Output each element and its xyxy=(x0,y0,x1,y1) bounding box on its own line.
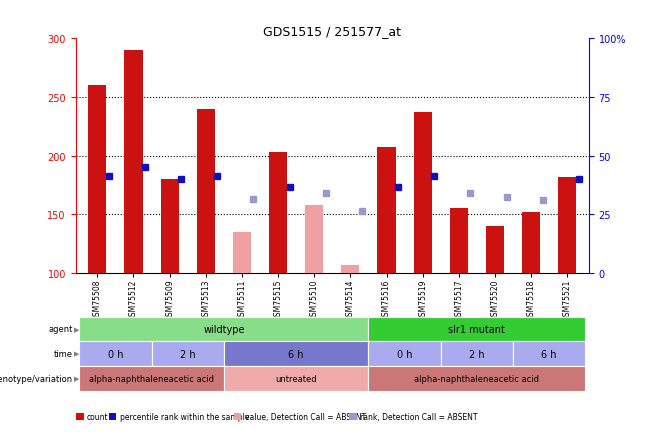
Bar xyxy=(233,232,251,273)
Text: 6 h: 6 h xyxy=(542,349,557,358)
Text: 0 h: 0 h xyxy=(108,349,123,358)
Text: 0 h: 0 h xyxy=(397,349,413,358)
Text: time: time xyxy=(53,349,72,358)
Text: slr1 mutant: slr1 mutant xyxy=(449,324,505,334)
Text: genotype/variation: genotype/variation xyxy=(0,374,72,383)
Text: ▶: ▶ xyxy=(74,375,80,381)
Bar xyxy=(378,148,395,273)
Text: ▶: ▶ xyxy=(74,326,80,332)
Text: alpha-naphthaleneacetic acid: alpha-naphthaleneacetic acid xyxy=(89,374,214,383)
Bar xyxy=(124,51,143,273)
Bar xyxy=(305,205,323,273)
Bar xyxy=(522,213,540,273)
Text: 2 h: 2 h xyxy=(180,349,195,358)
Bar xyxy=(197,109,215,273)
Text: 6 h: 6 h xyxy=(288,349,304,358)
Text: percentile rank within the sample: percentile rank within the sample xyxy=(120,412,249,421)
Bar xyxy=(342,265,359,273)
Text: 2 h: 2 h xyxy=(469,349,485,358)
Bar xyxy=(450,209,468,273)
Bar xyxy=(558,178,576,273)
Text: ▶: ▶ xyxy=(74,351,80,357)
Text: agent: agent xyxy=(48,325,72,334)
Text: wildtype: wildtype xyxy=(203,324,245,334)
Text: count: count xyxy=(87,412,109,421)
Text: alpha-naphthaleneacetic acid: alpha-naphthaleneacetic acid xyxy=(415,374,540,383)
Bar xyxy=(269,153,287,273)
Text: value, Detection Call = ABSENT: value, Detection Call = ABSENT xyxy=(245,412,366,421)
Bar xyxy=(161,180,179,273)
Bar xyxy=(486,227,504,273)
Text: untreated: untreated xyxy=(275,374,317,383)
Text: rank, Detection Call = ABSENT: rank, Detection Call = ABSENT xyxy=(360,412,478,421)
Bar xyxy=(414,113,432,273)
Bar xyxy=(88,86,107,273)
Title: GDS1515 / 251577_at: GDS1515 / 251577_at xyxy=(263,25,401,38)
